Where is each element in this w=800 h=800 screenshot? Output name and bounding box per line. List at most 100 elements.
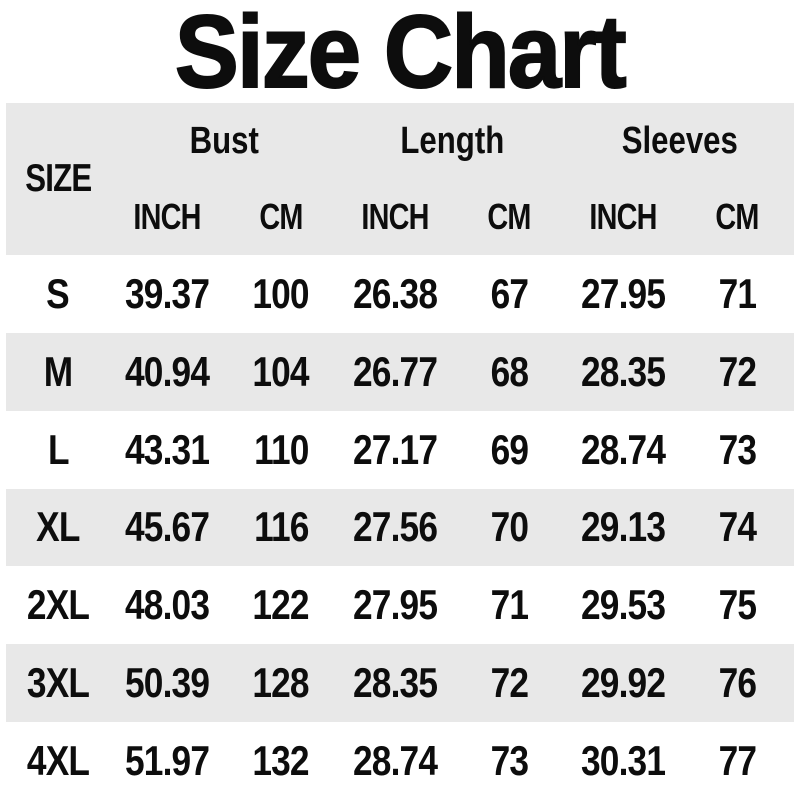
cell-bust-inch: 43.31 (110, 411, 224, 489)
table-row-xl: XL 45.67 116 27.56 70 29.13 74 (6, 488, 794, 567)
cell-bust-cm: 122 (224, 566, 338, 644)
cell-sleeves-inch: 29.13 (566, 489, 680, 567)
header-group-length-label: Length (400, 119, 504, 162)
cell-size: L (6, 411, 110, 489)
header-size-label: SIZE (24, 157, 92, 200)
value: 75 (718, 581, 756, 629)
cell-length-cm: 68 (452, 333, 566, 411)
cell-bust-cm: 104 (224, 333, 338, 411)
value: 50.39 (124, 659, 210, 707)
value: 51.97 (124, 736, 210, 784)
size-label: XL (36, 503, 80, 551)
header-sleeves-cm: CM (680, 179, 794, 255)
table-row-2xl: 2XL 48.03 122 27.95 71 29.53 75 (6, 566, 794, 644)
header-group-sleeves: Sleeves (566, 103, 794, 179)
cell-size: 2XL (6, 566, 110, 644)
cell-sleeves-cm: 75 (680, 566, 794, 644)
cell-bust-cm: 132 (224, 722, 338, 800)
header-sleeves-cm-label: CM (715, 196, 759, 237)
value: 48.03 (124, 581, 210, 629)
value: 26.77 (352, 347, 438, 395)
cell-sleeves-inch: 29.92 (566, 644, 680, 722)
header-group-bust-label: Bust (189, 119, 259, 162)
cell-sleeves-inch: 29.53 (566, 566, 680, 644)
value: 100 (252, 269, 310, 317)
size-label: S (46, 269, 71, 317)
value: 39.37 (124, 269, 210, 317)
value: 77 (718, 736, 756, 784)
cell-size: 3XL (6, 644, 110, 722)
cell-length-inch: 27.95 (338, 566, 452, 644)
value: 40.94 (124, 347, 210, 395)
value: 68 (490, 347, 528, 395)
value: 30.31 (580, 736, 666, 784)
size-label: L (47, 425, 70, 473)
cell-length-cm: 69 (452, 411, 566, 489)
value: 26.38 (352, 269, 438, 317)
header-sleeves-inch-label: INCH (589, 196, 657, 237)
cell-bust-inch: 40.94 (110, 333, 224, 411)
value: 28.35 (580, 347, 666, 395)
header-bust-inch-label: INCH (133, 196, 201, 237)
cell-size: 4XL (6, 722, 110, 800)
page-title-text: Size Chart (174, 0, 628, 109)
cell-sleeves-cm: 77 (680, 722, 794, 800)
size-label: M (43, 347, 73, 395)
table-row-l: L 43.31 110 27.17 69 28.74 73 (6, 411, 794, 489)
value: 28.74 (352, 736, 438, 784)
value: 27.95 (352, 581, 438, 629)
header-length-cm: CM (452, 179, 566, 255)
value: 29.13 (580, 503, 666, 551)
cell-length-inch: 26.38 (338, 255, 452, 333)
cell-size: XL (6, 489, 110, 567)
size-label: 3XL (26, 659, 90, 707)
cell-length-cm: 70 (452, 489, 566, 567)
value: 67 (490, 269, 528, 317)
value: 71 (490, 581, 528, 629)
cell-bust-inch: 45.67 (110, 489, 224, 567)
value: 28.74 (580, 425, 666, 473)
cell-length-cm: 67 (452, 255, 566, 333)
cell-bust-cm: 100 (224, 255, 338, 333)
header-bust-inch: INCH (110, 179, 224, 255)
value: 43.31 (124, 425, 210, 473)
cell-sleeves-cm: 74 (680, 489, 794, 567)
table-row-m: M 40.94 104 26.77 68 28.35 72 (6, 332, 794, 411)
cell-sleeves-cm: 72 (680, 333, 794, 411)
page-title: Size Chart (0, 0, 800, 109)
value: 116 (253, 503, 309, 551)
cell-length-inch: 28.35 (338, 644, 452, 722)
cell-sleeves-inch: 27.95 (566, 255, 680, 333)
value: 110 (253, 425, 309, 473)
size-label: 4XL (26, 736, 90, 784)
value: 45.67 (124, 503, 210, 551)
cell-size: S (6, 255, 110, 333)
cell-bust-cm: 110 (224, 411, 338, 489)
value: 76 (718, 659, 756, 707)
value: 27.56 (352, 503, 438, 551)
cell-length-inch: 26.77 (338, 333, 452, 411)
value: 28.35 (352, 659, 438, 707)
cell-sleeves-inch: 28.74 (566, 411, 680, 489)
value: 132 (252, 736, 310, 784)
value: 71 (718, 269, 756, 317)
cell-bust-inch: 48.03 (110, 566, 224, 644)
cell-bust-inch: 50.39 (110, 644, 224, 722)
cell-size: M (6, 333, 110, 411)
value: 72 (718, 347, 756, 395)
header-bust-cm: CM (224, 179, 338, 255)
table-row-4xl: 4XL 51.97 132 28.74 73 30.31 77 (6, 722, 794, 800)
size-label: 2XL (26, 581, 90, 629)
cell-sleeves-cm: 73 (680, 411, 794, 489)
table-row-s: S 39.37 100 26.38 67 27.95 71 (6, 255, 794, 333)
value: 128 (252, 659, 310, 707)
value: 69 (490, 425, 528, 473)
header-length-cm-label: CM (487, 196, 531, 237)
cell-length-cm: 72 (452, 644, 566, 722)
table-row-3xl: 3XL 50.39 128 28.35 72 29.92 76 (6, 644, 794, 723)
cell-bust-inch: 39.37 (110, 255, 224, 333)
header-length-inch-label: INCH (361, 196, 429, 237)
table-header: SIZE Bust Length Sleeves INCH CM INCH CM (6, 103, 794, 255)
header-sleeves-inch: INCH (566, 179, 680, 255)
cell-sleeves-cm: 71 (680, 255, 794, 333)
